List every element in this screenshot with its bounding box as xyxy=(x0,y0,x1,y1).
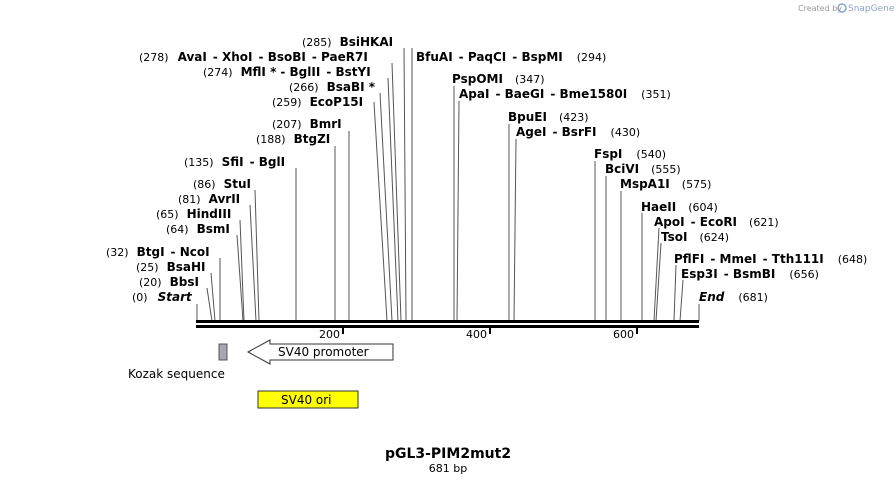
ruler-label: 200 xyxy=(319,328,340,341)
leader-lines xyxy=(196,47,700,322)
ruler-label: 600 xyxy=(613,328,634,341)
plasmid-length: 681 bp xyxy=(429,462,467,475)
site-label-bcivi: BciVI (555) xyxy=(605,162,681,176)
site-label-apai: ApaI - BaeGI - Bme1580I (351) xyxy=(459,87,671,101)
site-label-bfuai: BfuAI - PaqCI - BspMI (294) xyxy=(416,50,606,64)
site-label-tsoi: TsoI (624) xyxy=(661,230,729,244)
sv40-ori-feature[interactable] xyxy=(257,390,359,409)
site-label-hindiii: (65) HindIII xyxy=(156,207,231,221)
site-label-haeii: HaeII (604) xyxy=(641,200,718,214)
sv40-promoter-feature[interactable] xyxy=(246,339,394,365)
site-label-stui: (86) StuI xyxy=(193,177,251,191)
site-label-btgi: (32) BtgI - NcoI xyxy=(106,245,210,259)
sequence-backbone-top xyxy=(196,320,699,323)
site-label-sfii: (135) SfiI - BglI xyxy=(184,155,285,169)
start-label: (0) Start xyxy=(132,290,193,304)
snapgene-logo-icon xyxy=(837,3,847,13)
ruler-label: 400 xyxy=(466,328,487,341)
site-label-avrii: (81) AvrII xyxy=(178,192,240,206)
site-label-bsmi: (64) BsmI xyxy=(166,222,230,236)
site-label-btgzi: (188) BtgZI xyxy=(256,132,330,146)
site-label-apoi: ApoI - EcoRI (621) xyxy=(654,215,779,229)
sequence-backbone-bottom xyxy=(196,325,699,328)
site-label-bsabi: (266) BsaBI * xyxy=(289,80,376,94)
site-label-avai: (278) AvaI - XhoI - BsoBI - PaeR7I xyxy=(139,50,368,64)
snapgene-brand: SnapGene xyxy=(848,4,895,14)
kozak-label: Kozak sequence xyxy=(128,367,225,381)
kozak-feature[interactable] xyxy=(218,343,228,361)
site-label-esp3i: Esp3I - BsmBI (656) xyxy=(681,267,819,281)
plasmid-title: pGL3-PIM2mut2 xyxy=(385,446,511,462)
site-label-bpuei: BpuEI (423) xyxy=(508,110,589,124)
sv40-ori-label: SV40 ori xyxy=(281,393,332,407)
sv40-promoter-label: SV40 promoter xyxy=(278,345,369,359)
site-label-ecop15i: (259) EcoP15I xyxy=(272,95,363,109)
created-by-text: Created by xyxy=(798,4,842,13)
site-label-bsahi: (25) BsaHI xyxy=(136,260,206,274)
end-label: End (681) xyxy=(699,290,768,304)
site-label-mfli: (274) MflI * - BglII - BstYI xyxy=(203,65,371,79)
site-label-fspi: FspI (540) xyxy=(594,147,666,161)
site-label-pflfi: PflFI - MmeI - Tth111I (648) xyxy=(674,252,867,266)
site-label-mspa1i: MspA1I (575) xyxy=(620,177,711,191)
site-label-bbsi: (20) BbsI xyxy=(139,275,199,289)
site-label-bmri: (207) BmrI xyxy=(272,117,342,131)
site-label-bsihkai: (285) BsiHKAI xyxy=(302,35,393,49)
site-label-pspomi: PspOMI (347) xyxy=(452,72,545,86)
site-label-agei: AgeI - BsrFI (430) xyxy=(516,125,640,139)
